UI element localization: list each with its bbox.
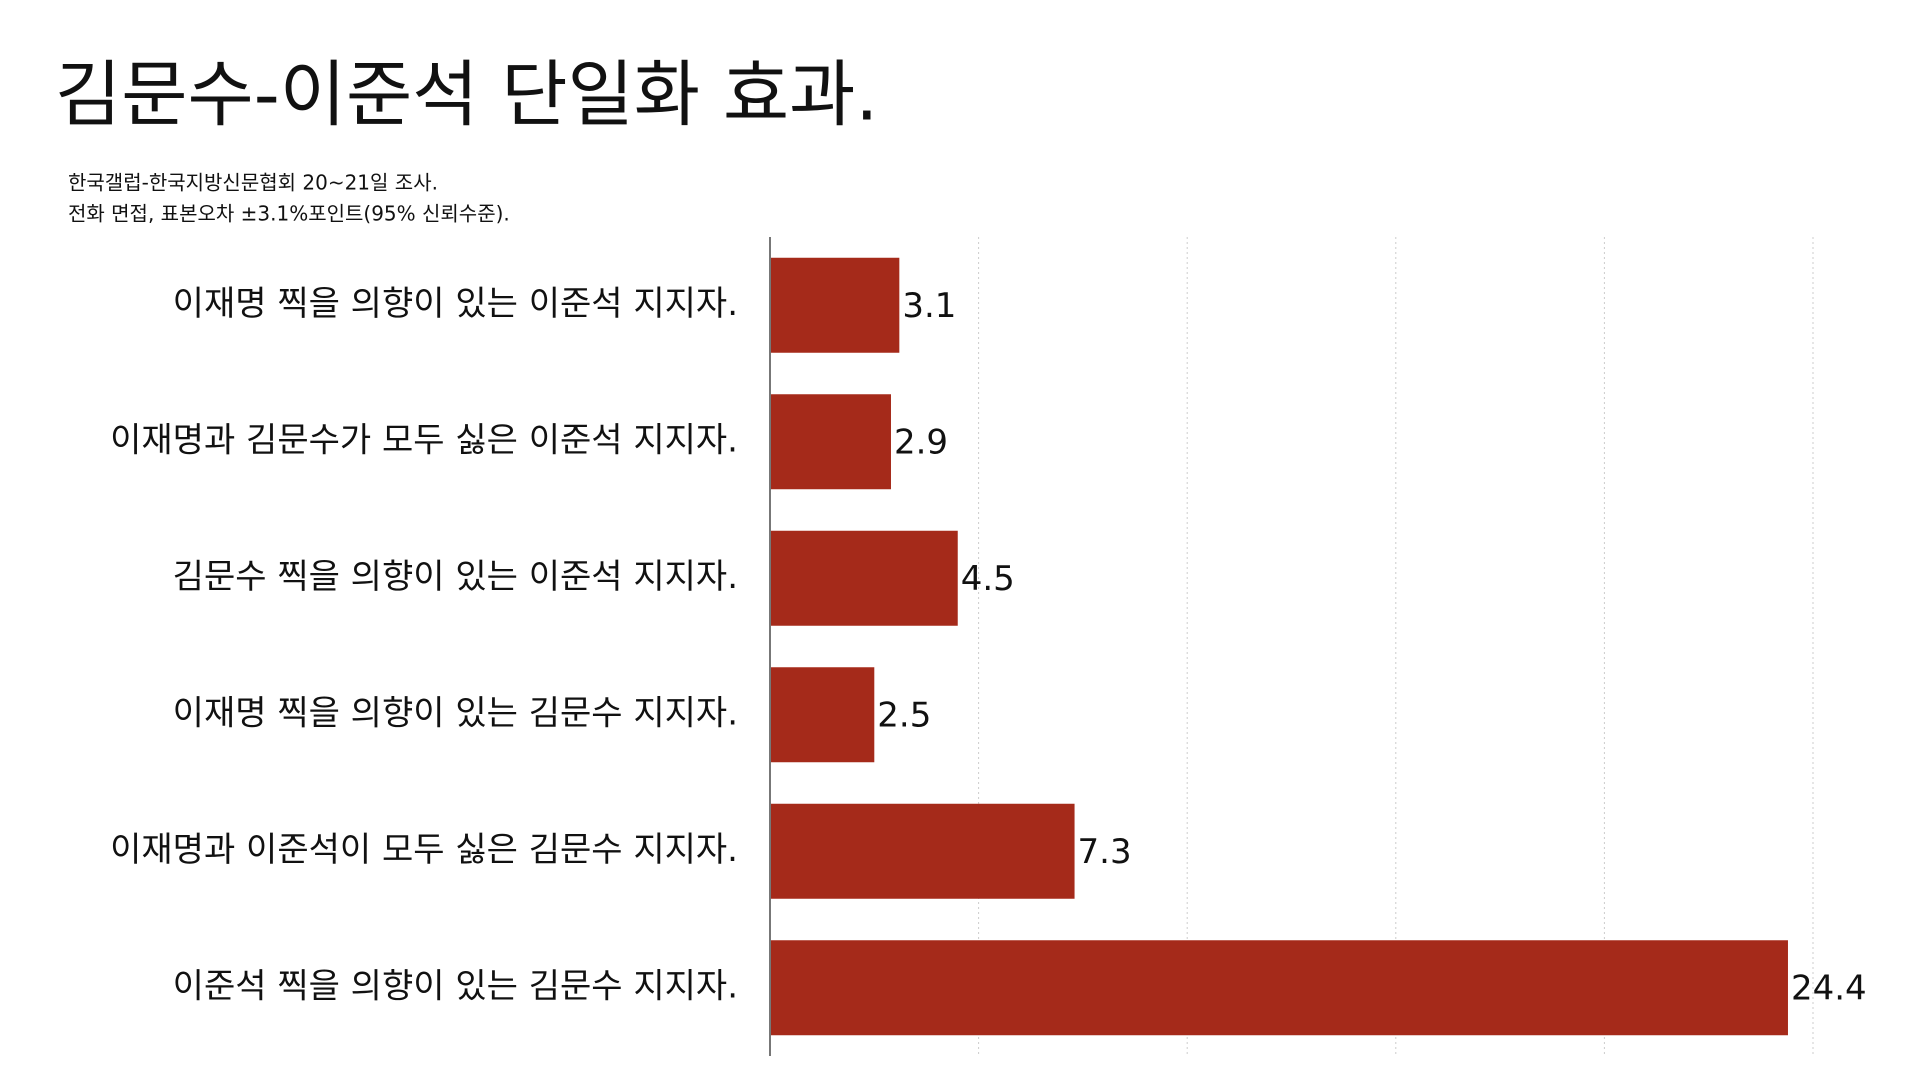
y-tick-label: 이재명 찍을 의향이 있는 이준석 지지자. [173, 284, 738, 324]
bar [770, 394, 891, 490]
bar [770, 940, 1788, 1036]
bar [770, 530, 958, 626]
bar [770, 803, 1075, 899]
value-label: 3.1 [902, 286, 956, 326]
y-tick-label: 이재명과 김문수가 모두 싫은 이준석 지지자. [110, 420, 738, 460]
chart-subtitle: 전화 면접, 표본오차 ±3.1%포인트(95% 신뢰수준). [68, 202, 510, 226]
chart-subtitle: 한국갤럽-한국지방신문협회 20~21일 조사. [68, 171, 438, 195]
value-label: 4.5 [961, 559, 1015, 599]
value-label: 2.9 [894, 422, 948, 462]
y-tick-label: 이재명 찍을 의향이 있는 김문수 지지자. [173, 693, 738, 733]
y-tick-label: 김문수 찍을 의향이 있는 이준석 지지자. [173, 557, 738, 597]
bar [770, 257, 900, 353]
y-tick-label: 이준석 찍을 의향이 있는 김문수 지지자. [173, 966, 738, 1006]
value-label: 2.5 [877, 695, 931, 735]
value-label: 7.3 [1078, 832, 1132, 872]
value-label: 24.4 [1791, 968, 1867, 1008]
y-tick-label: 이재명과 이준석이 모두 싫은 김문수 지지자. [110, 830, 738, 870]
chart-title: 김문수-이준석 단일화 효과. [55, 53, 878, 137]
bar [770, 667, 875, 763]
